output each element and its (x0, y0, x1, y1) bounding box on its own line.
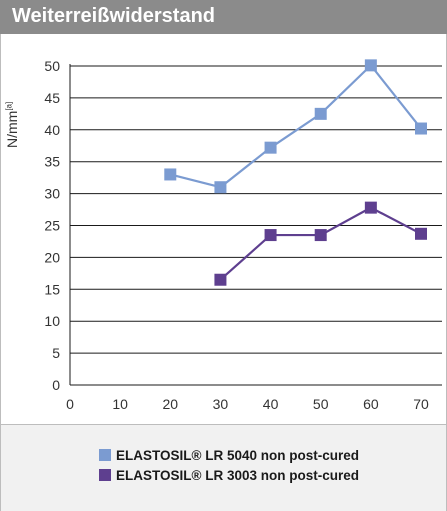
x-tick-label-70: 70 (413, 396, 429, 412)
chart-title: Weiterreißwiderstand (12, 5, 216, 27)
legend-swatch-lr3003 (99, 469, 111, 481)
chart-panel: 0 5 10 15 20 25 30 35 40 45 50 0 10 20 30 40 50 60 70 Shore… (0, 34, 447, 424)
x-tick-label-50: 50 (313, 396, 329, 412)
x-tick-label-10: 10 (112, 396, 128, 412)
legend-swatch-lr5040 (99, 449, 111, 461)
x-tick-label-40: 40 (263, 396, 279, 412)
y-tick-label-5: 5 (52, 345, 60, 361)
legend-divider (0, 424, 447, 425)
y-tick-label-30: 30 (44, 186, 60, 202)
y-tick-label-15: 15 (44, 281, 60, 297)
y-tick-label-50: 50 (44, 58, 60, 74)
series-1-point-1 (264, 229, 277, 242)
x-axis-label: Shore A (383, 423, 433, 424)
line-chart: 0 5 10 15 20 25 30 35 40 45 50 0 10 20 30 40 50 60 70 Shore… (44, 58, 442, 424)
chart-header: Weiterreißwiderstand (0, 0, 447, 34)
legend-item-lr5040: ELASTOSIL® LR 5040 non post-cured (99, 446, 359, 464)
y-tick-label-40: 40 (44, 122, 60, 138)
series-1-point-0 (214, 273, 227, 286)
series-0-point-3 (314, 107, 327, 120)
y-tick-label-25: 25 (44, 218, 60, 234)
series-0-point-5 (415, 122, 427, 135)
y-tick-label-35: 35 (44, 154, 60, 170)
legend-item-lr3003: ELASTOSIL® LR 3003 non post-cured (99, 466, 359, 484)
x-tick-label-30: 30 (213, 396, 229, 412)
legend: ELASTOSIL® LR 5040 non post-cured ELASTO… (0, 425, 447, 511)
legend-label-lr5040: ELASTOSIL® LR 5040 non post-cured (116, 447, 359, 463)
y-axis-label-superscript: [a] (4, 101, 14, 111)
y-axis-label: N/mm[a] (4, 101, 20, 148)
x-tick-label-20: 20 (162, 396, 178, 412)
y-tick-label-10: 10 (44, 313, 60, 329)
series-1-point-4 (415, 227, 427, 240)
series-0-point-2 (264, 141, 277, 154)
x-tick-label-60: 60 (363, 396, 379, 412)
x-tick-label-0: 0 (66, 396, 74, 412)
y-tick-label-0: 0 (52, 377, 60, 393)
series-1-point-3 (364, 201, 377, 214)
series-1-point-2 (314, 229, 327, 242)
series-0-point-4 (364, 59, 377, 72)
y-tick-label-20: 20 (44, 249, 60, 265)
series-0-point-1 (214, 181, 227, 194)
legend-label-lr3003: ELASTOSIL® LR 3003 non post-cured (116, 467, 359, 483)
series-line-0 (170, 64, 422, 189)
y-tick-label-45: 45 (44, 90, 60, 106)
series-line-1 (219, 206, 422, 281)
series-0-point-0 (164, 168, 177, 181)
